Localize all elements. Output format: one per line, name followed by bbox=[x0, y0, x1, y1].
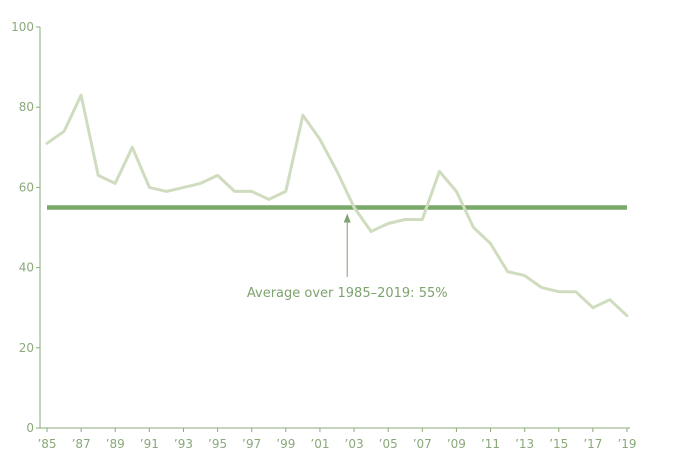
data-point bbox=[626, 314, 629, 317]
data-point bbox=[63, 130, 66, 133]
data-point bbox=[540, 286, 543, 289]
data-point bbox=[370, 230, 373, 233]
data-point bbox=[353, 206, 356, 209]
x-tick-label: ’07 bbox=[413, 437, 432, 451]
data-point bbox=[216, 174, 219, 177]
x-tick-label: ’11 bbox=[481, 437, 500, 451]
y-tick-label: 40 bbox=[19, 261, 34, 275]
x-tick-label: ’19 bbox=[617, 437, 636, 451]
data-point bbox=[506, 270, 509, 273]
data-point bbox=[404, 218, 407, 221]
data-point bbox=[284, 190, 287, 193]
data-point bbox=[421, 218, 424, 221]
x-tick-label: ’17 bbox=[583, 437, 602, 451]
series-group bbox=[45, 93, 629, 318]
data-point bbox=[557, 290, 560, 293]
x-tick-label: ’95 bbox=[208, 437, 227, 451]
data-point bbox=[267, 198, 270, 201]
data-point bbox=[182, 186, 185, 189]
data-point bbox=[387, 222, 390, 225]
x-tick-label: ’01 bbox=[310, 437, 329, 451]
x-tick-label: ’93 bbox=[174, 437, 193, 451]
x-tick-label: ’97 bbox=[242, 437, 261, 451]
y-tick-label: 100 bbox=[11, 20, 34, 34]
x-tick-label: ’89 bbox=[106, 437, 125, 451]
x-tick-label: ’87 bbox=[72, 437, 91, 451]
data-point bbox=[46, 142, 49, 145]
data-point bbox=[97, 174, 100, 177]
data-point bbox=[523, 274, 526, 277]
axes: 0 20 40 60 80 100 ’85 ’87 ’89 ’91 ’93 ’95 ’97 ’99 ’01 ’… bbox=[11, 20, 636, 451]
y-tick-label: 20 bbox=[19, 341, 34, 355]
x-tick-label: ’13 bbox=[515, 437, 534, 451]
x-tick-label: ’85 bbox=[37, 437, 56, 451]
data-point bbox=[148, 186, 151, 189]
data-point bbox=[131, 146, 134, 149]
data-point bbox=[318, 138, 321, 141]
data-point bbox=[336, 170, 339, 173]
data-point bbox=[438, 170, 441, 173]
data-point bbox=[455, 190, 458, 193]
x-tick-label: ’05 bbox=[379, 437, 398, 451]
data-point bbox=[608, 298, 611, 301]
annotation-arrowhead bbox=[343, 213, 351, 223]
data-point bbox=[80, 94, 83, 97]
data-point bbox=[233, 190, 236, 193]
y-tick-label: 0 bbox=[26, 421, 34, 435]
data-point bbox=[114, 182, 117, 185]
x-tick-label: ’15 bbox=[549, 437, 568, 451]
data-point bbox=[250, 190, 253, 193]
data-point bbox=[165, 190, 168, 193]
y-tick-label: 80 bbox=[19, 100, 34, 114]
data-point bbox=[591, 306, 594, 309]
x-tick-label: ’03 bbox=[345, 437, 364, 451]
x-tick-label: ’09 bbox=[447, 437, 466, 451]
data-point bbox=[574, 290, 577, 293]
data-point bbox=[199, 182, 202, 185]
series-line bbox=[45, 93, 629, 318]
data-point bbox=[301, 114, 304, 117]
y-tick-label: 60 bbox=[19, 180, 34, 194]
annotation-label: Average over 1985–2019: 55% bbox=[247, 286, 448, 301]
data-point bbox=[472, 226, 475, 229]
annotation-group: Average over 1985–2019: 55% bbox=[247, 213, 448, 301]
x-tick-label: ’99 bbox=[276, 437, 295, 451]
data-point bbox=[489, 242, 492, 245]
x-tick-label: ’91 bbox=[140, 437, 159, 451]
